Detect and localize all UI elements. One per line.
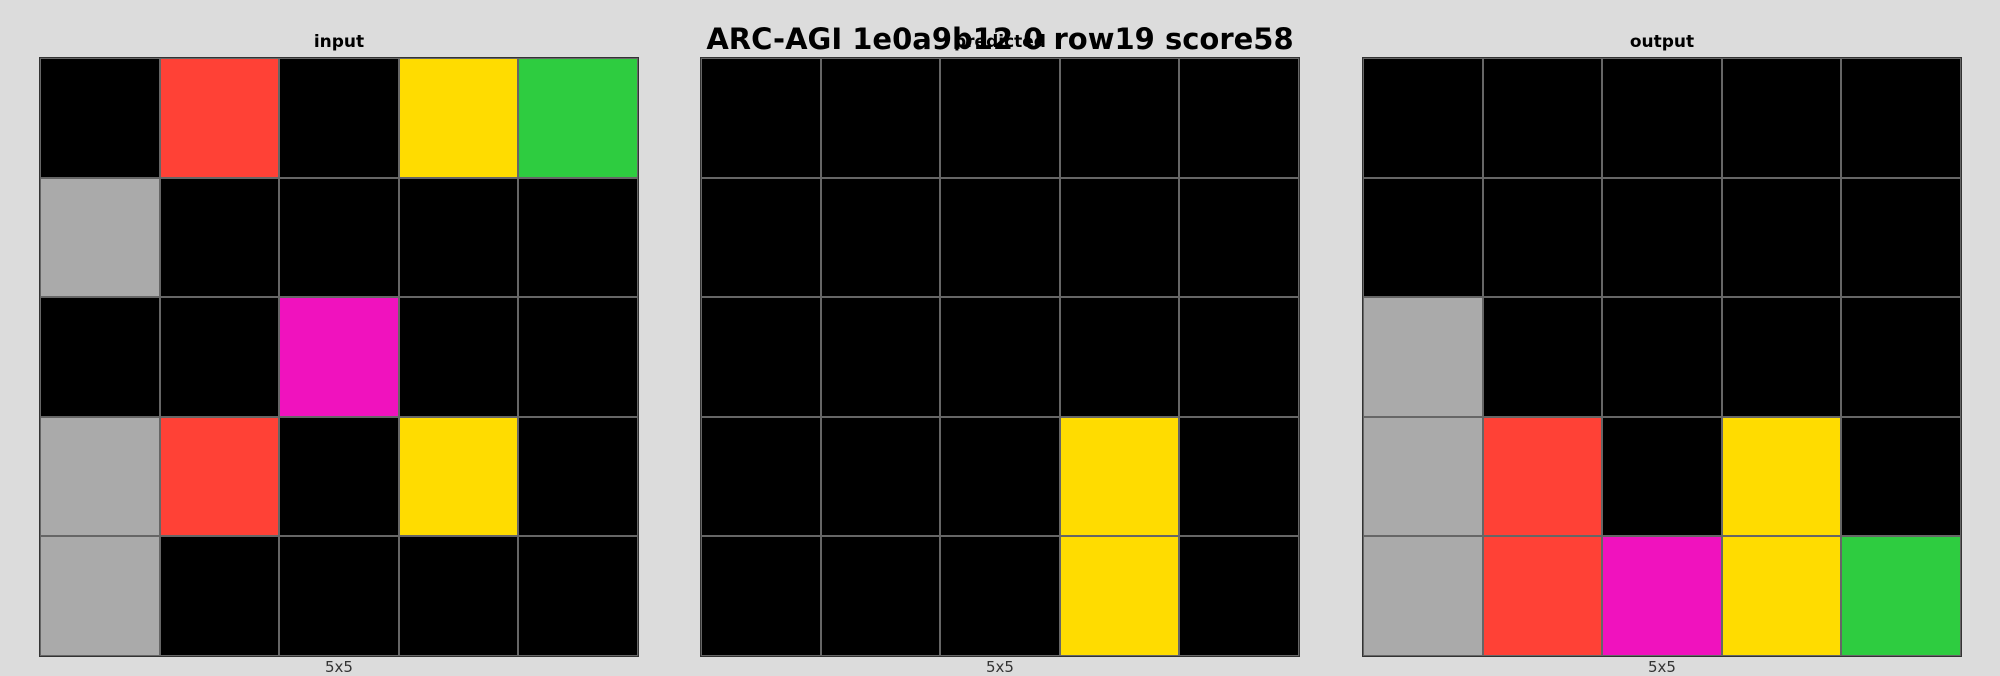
grid-cell (820, 416, 941, 537)
grid-cell (701, 58, 821, 178)
grid-cell (820, 177, 941, 298)
grid-cell (940, 536, 1060, 656)
grid-cell (1363, 416, 1483, 537)
grid-cell (279, 297, 399, 417)
grid-cell (1721, 416, 1842, 537)
grid-cell (1059, 58, 1180, 178)
output-grid-size: 5x5 (1648, 658, 1676, 676)
grid-cell (40, 58, 160, 178)
grid-cell (40, 416, 160, 537)
grid-cell (159, 416, 280, 537)
grid-cell (159, 177, 280, 298)
grid-cell (1179, 177, 1299, 298)
grid-cell (1179, 416, 1299, 537)
grid-cell (159, 536, 280, 656)
grid-cell (820, 58, 941, 178)
grid-cell (1602, 58, 1722, 178)
grid-cell (518, 58, 638, 178)
grid-cell (1721, 297, 1842, 417)
grid-cell (1602, 177, 1722, 298)
grid-cell (701, 177, 821, 298)
grid-cell (1482, 416, 1603, 537)
grid-cell (279, 58, 399, 178)
grid-cell (940, 297, 1060, 417)
grid-cell (701, 536, 821, 656)
grid-cell (159, 297, 280, 417)
grid-cell (1363, 297, 1483, 417)
input-panel-title: input (313, 32, 365, 52)
output-panel-title: output (1629, 32, 1695, 52)
output-panel: output 5x5 (1362, 0, 1962, 676)
grid-cell (40, 177, 160, 298)
predicted-grid-size: 5x5 (986, 658, 1014, 676)
grid-cell (398, 297, 519, 417)
grid-cell (518, 297, 638, 417)
grid-cell (1841, 58, 1961, 178)
grid-cell (820, 297, 941, 417)
grid-cell (1179, 536, 1299, 656)
grid-cell (820, 536, 941, 656)
predicted-grid (700, 57, 1300, 657)
grid-cell (398, 58, 519, 178)
grid-cell (518, 536, 638, 656)
grid-cell (398, 536, 519, 656)
grid-cell (1059, 416, 1180, 537)
grid-cell (1841, 297, 1961, 417)
grid-cell (159, 58, 280, 178)
grid-cell (398, 177, 519, 298)
grid-cell (701, 416, 821, 537)
grid-cell (940, 416, 1060, 537)
grid-cell (518, 416, 638, 537)
grid-cell (1721, 58, 1842, 178)
input-grid-size: 5x5 (325, 658, 353, 676)
grid-cell (1482, 177, 1603, 298)
grid-cell (1179, 297, 1299, 417)
output-grid (1362, 57, 1962, 657)
grid-cell (1721, 177, 1842, 298)
grid-cell (40, 297, 160, 417)
grid-cell (279, 536, 399, 656)
grid-cell (279, 416, 399, 537)
grid-cell (940, 177, 1060, 298)
grid-cell (398, 416, 519, 537)
figure-title: ARC-AGI 1e0a9b12 0 row19 score58 (706, 22, 1294, 56)
grid-cell (1602, 536, 1722, 656)
grid-cell (1602, 297, 1722, 417)
grid-cell (518, 177, 638, 298)
grid-cell (279, 177, 399, 298)
input-panel: input 5x5 (39, 0, 639, 676)
input-grid (39, 57, 639, 657)
grid-cell (1721, 536, 1842, 656)
predicted-panel: predicted 5x5 (700, 0, 1300, 676)
grid-cell (1482, 297, 1603, 417)
grid-cell (701, 297, 821, 417)
grid-cell (1363, 177, 1483, 298)
grid-cell (1059, 297, 1180, 417)
grid-cell (1179, 58, 1299, 178)
grid-cell (1363, 58, 1483, 178)
grid-cell (1841, 536, 1961, 656)
grid-cell (1602, 416, 1722, 537)
grid-cell (1841, 177, 1961, 298)
predicted-panel-title: predicted (954, 32, 1046, 52)
grid-cell (1841, 416, 1961, 537)
grid-cell (1059, 177, 1180, 298)
grid-cell (1363, 536, 1483, 656)
grid-cell (1059, 536, 1180, 656)
grid-cell (940, 58, 1060, 178)
grid-cell (1482, 58, 1603, 178)
grid-cell (1482, 536, 1603, 656)
grid-cell (40, 536, 160, 656)
